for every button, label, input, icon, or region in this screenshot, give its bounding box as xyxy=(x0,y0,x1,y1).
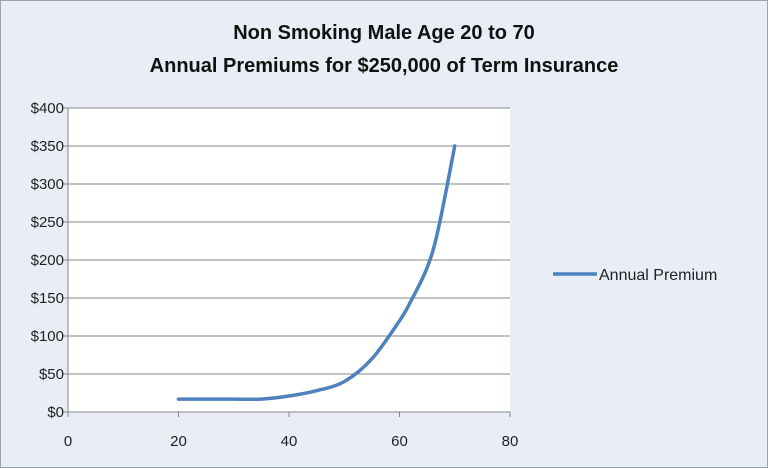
x-tick-label: 60 xyxy=(391,433,408,450)
x-tick-label: 0 xyxy=(64,433,72,450)
x-tick-label: 20 xyxy=(170,433,187,450)
y-tick-label: $250 xyxy=(31,214,64,231)
y-tick-label: $50 xyxy=(39,366,64,383)
y-tick-label: $200 xyxy=(31,252,64,269)
y-tick-label: $300 xyxy=(31,176,64,193)
y-tick-label: $150 xyxy=(31,290,64,307)
y-tick-label: $350 xyxy=(31,138,64,155)
legend-label: Annual Premium xyxy=(599,267,717,284)
x-tick-label: 80 xyxy=(502,433,519,450)
y-tick-label: $400 xyxy=(31,100,64,117)
chart-title: Non Smoking Male Age 20 to 70 xyxy=(233,22,535,44)
y-tick-label: $0 xyxy=(47,404,64,421)
chart-subtitle: Annual Premiums for $250,000 of Term Ins… xyxy=(149,55,619,77)
series-line-annual-premium xyxy=(176,144,457,402)
y-tick-label: $100 xyxy=(31,328,64,345)
x-tick-label: 40 xyxy=(281,433,298,450)
